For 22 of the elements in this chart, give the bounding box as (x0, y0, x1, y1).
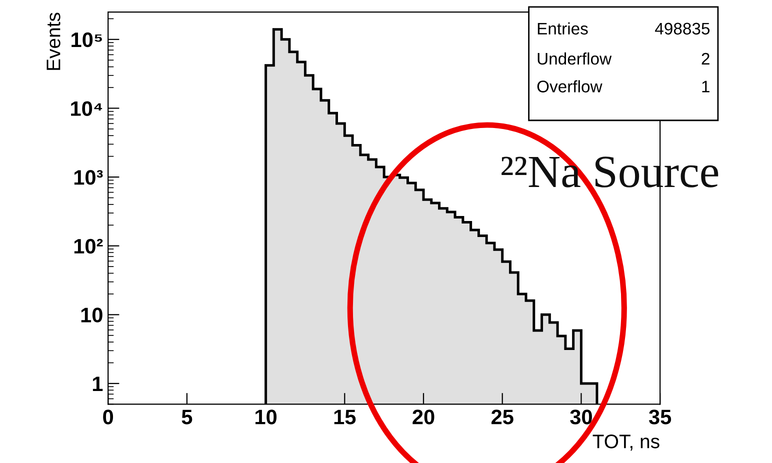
x-tick-label: 5 (182, 410, 192, 424)
y-tick-label: 10² (74, 238, 103, 254)
x-tick-label: 30 (570, 410, 592, 424)
text: 2 (702, 52, 710, 64)
x-tick-label: 15 (334, 410, 356, 424)
annotation: Overflow (537, 80, 602, 92)
annotation: Entries (538, 22, 588, 35)
x-axis-title: TOT, ns (592, 434, 660, 451)
text: 1 (702, 80, 710, 92)
y-axis-title: Events (46, 12, 60, 70)
x-tick-label: 35 (648, 410, 672, 424)
y-tick-label: 10 (81, 308, 102, 322)
y-tick-label: 10⁵ (72, 32, 102, 48)
y-tick-label: 10³ (74, 170, 103, 185)
x-tick-label: 10 (256, 410, 277, 424)
annotation: 498835 (655, 22, 710, 35)
y-tick-label: 1 (92, 376, 103, 392)
x-tick-label: 0 (103, 410, 114, 424)
y-tick-label: 10⁴ (71, 101, 102, 116)
annotation: Underflow (538, 52, 612, 65)
x-tick-label: 25 (491, 410, 514, 424)
x-tick-label: 20 (412, 410, 434, 424)
